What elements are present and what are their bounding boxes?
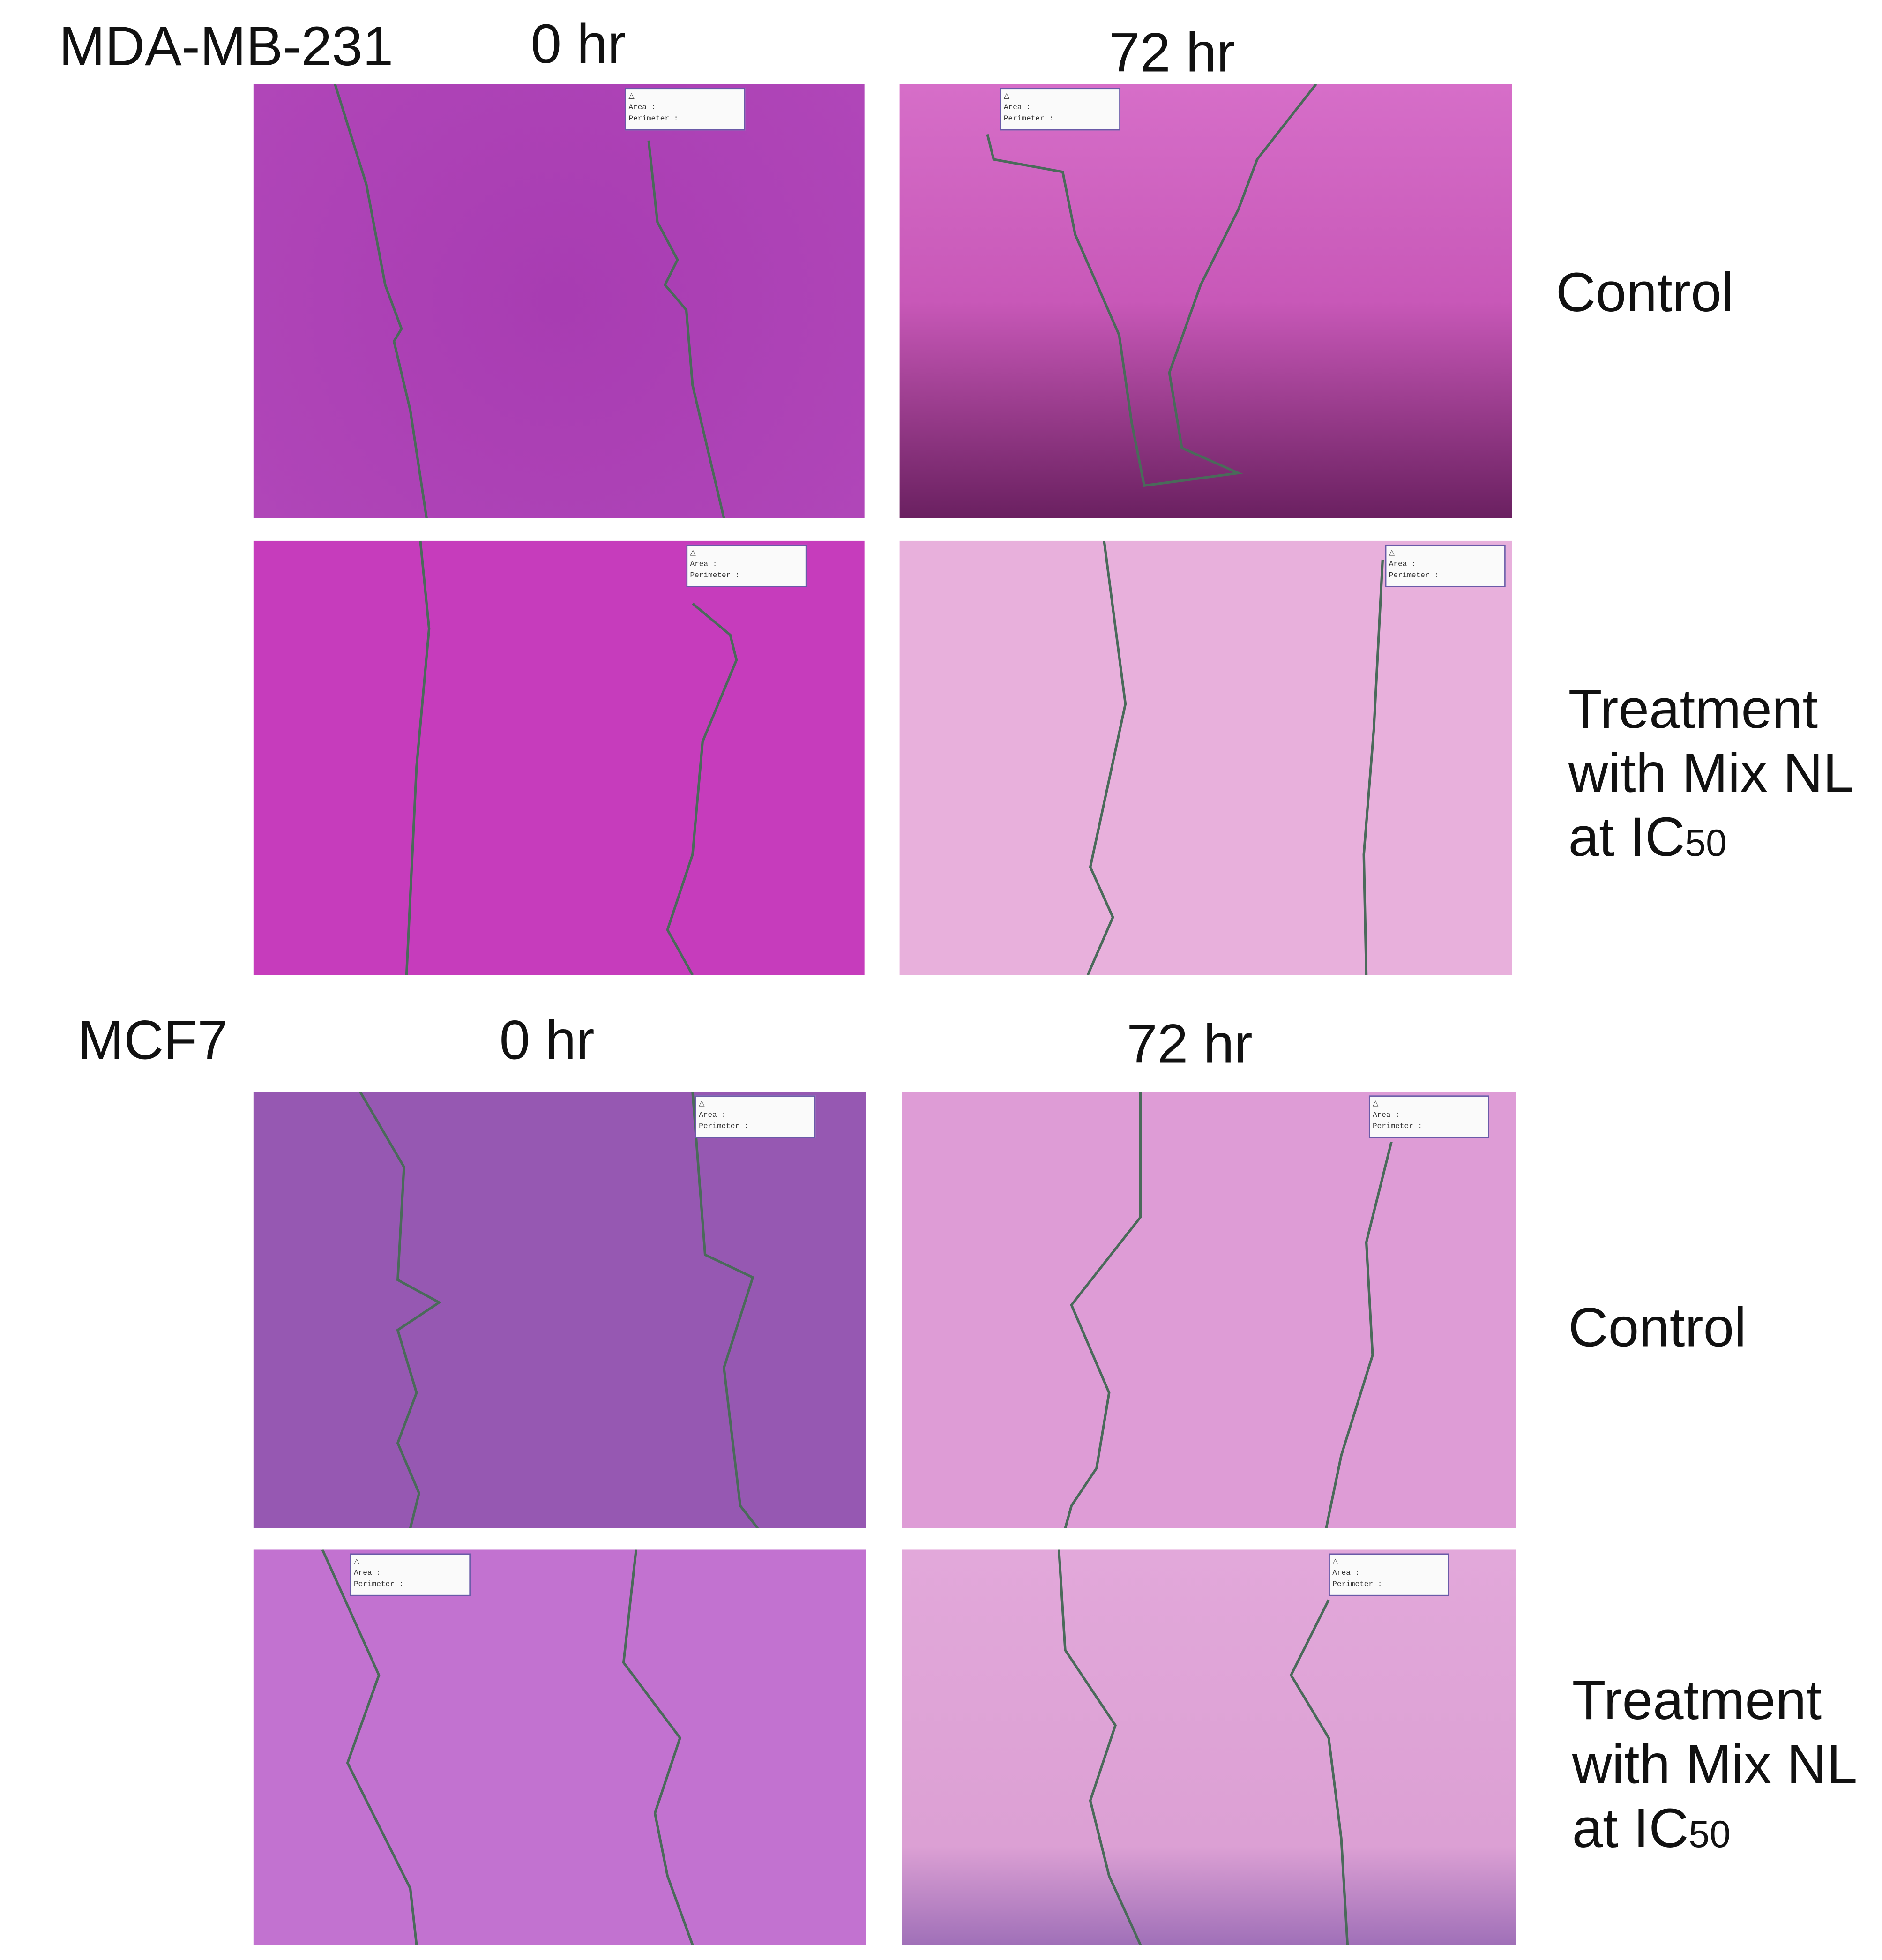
row-label-treatment: Treatment with Mix NL at IC50	[1572, 1670, 1858, 1860]
time-label-0hr: 0 hr	[530, 14, 626, 75]
row-label-control: Control	[1568, 1297, 1747, 1359]
measurement-box: △ Area : Perimeter :	[1368, 1095, 1489, 1138]
time-label-72hr: 72 hr	[1127, 1014, 1253, 1076]
measurement-box: △ Area : Perimeter :	[350, 1553, 470, 1596]
time-label-72hr: 72 hr	[1109, 22, 1235, 84]
row-label-treatment: Treatment with Mix NL at IC50	[1568, 679, 1854, 868]
measurement-box: △ Area : Perimeter :	[1385, 544, 1506, 587]
micrograph-mcf7-control-72hr: △ Area : Perimeter :	[902, 1092, 1516, 1528]
measurement-box: △ Area : Perimeter :	[1000, 88, 1120, 131]
measurement-box: △ Area : Perimeter :	[686, 544, 807, 587]
row-label-control: Control	[1555, 262, 1734, 324]
micrograph-mda-treatment-72hr: △ Area : Perimeter :	[899, 540, 1512, 975]
cell-line-label: MDA-MB-231	[59, 16, 394, 78]
micrograph-mda-control-72hr: △ Area : Perimeter :	[899, 84, 1512, 518]
micrograph-mda-treatment-0hr: △ Area : Perimeter :	[253, 540, 865, 975]
measurement-box: △ Area : Perimeter :	[625, 88, 746, 131]
micrograph-mcf7-treatment-72hr: △ Area : Perimeter :	[902, 1549, 1516, 1945]
micrograph-mcf7-treatment-0hr: △ Area : Perimeter :	[253, 1549, 866, 1945]
time-label-0hr: 0 hr	[499, 1010, 595, 1072]
measurement-box: △ Area : Perimeter :	[1329, 1553, 1449, 1596]
cell-line-label: MCF7	[77, 1010, 228, 1072]
measurement-box: △ Area : Perimeter :	[695, 1095, 816, 1138]
micrograph-mda-control-0hr: △ Area : Perimeter :	[253, 84, 865, 518]
micrograph-mcf7-control-0hr: △ Area : Perimeter :	[253, 1092, 866, 1528]
